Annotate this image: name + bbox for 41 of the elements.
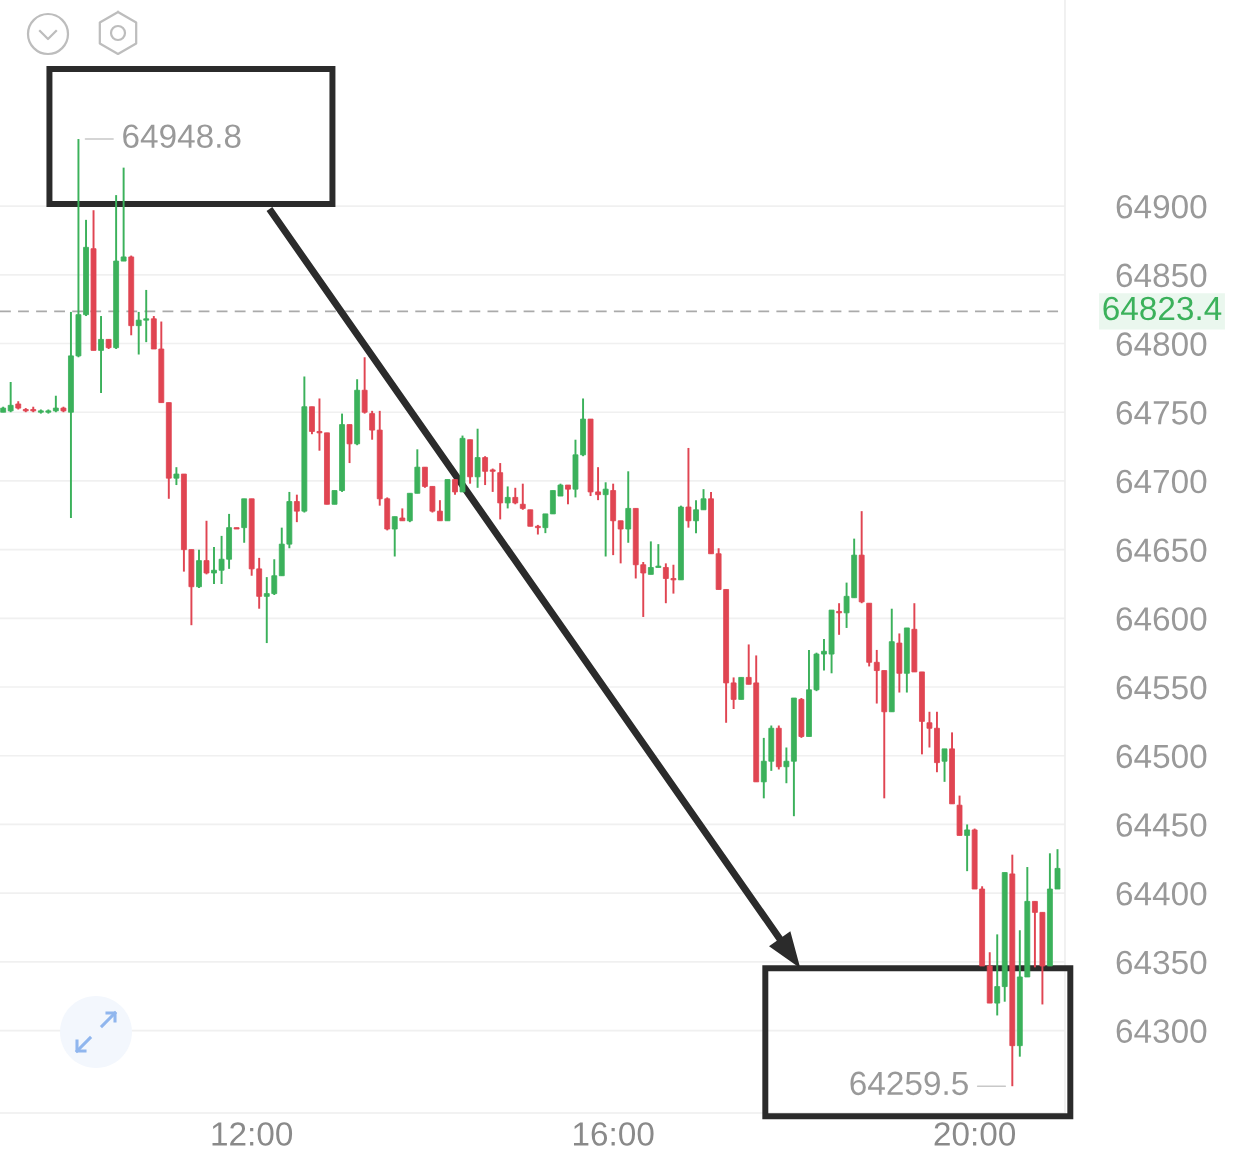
y-tick-label: 64600	[1116, 607, 1207, 631]
candlestick	[994, 933, 1001, 1017]
candlestick	[203, 519, 210, 576]
x-tick-label: 20:00	[934, 1122, 1016, 1146]
y-tick-label: 64850	[1116, 263, 1207, 288]
candlestick	[625, 470, 632, 544]
x-tick-label: 12:00	[212, 1122, 293, 1146]
candlestick	[98, 315, 104, 394]
candlestick	[964, 823, 971, 873]
candlestick	[617, 519, 624, 565]
candlestick	[369, 409, 376, 441]
candlestick	[482, 455, 488, 487]
y-tick-label: 64750	[1116, 401, 1207, 425]
y-tick-label: 64900	[1116, 194, 1207, 219]
candlestick	[293, 493, 300, 524]
y-tick-label: 64400	[1116, 881, 1207, 906]
y-tick-label: 64450	[1116, 813, 1207, 837]
y-tick-label: 64650	[1116, 538, 1207, 563]
y-tick-label: 64550	[1116, 675, 1207, 700]
candlestick	[519, 482, 526, 511]
candlestick	[391, 515, 398, 558]
x-tick-label: 16:00	[573, 1122, 654, 1146]
candlestick	[602, 481, 609, 558]
annotation: 64948.8	[123, 124, 241, 148]
y-tick-label: 64700	[1116, 469, 1207, 494]
candlestick	[565, 484, 571, 506]
candlestick	[685, 446, 692, 529]
candlestick	[941, 747, 948, 783]
y-tick-label: 64500	[1116, 744, 1207, 769]
ref-line-label: 64823.4	[1103, 296, 1222, 321]
y-tick-label: 64800	[1116, 332, 1207, 356]
candlestick	[346, 423, 353, 465]
candlestick	[7, 381, 14, 414]
candlestick	[738, 676, 745, 701]
y-tick-label: 64350	[1116, 950, 1207, 975]
y-tick-label: 64300	[1116, 1019, 1207, 1043]
candlestick	[504, 485, 511, 510]
candlestick	[836, 602, 842, 636]
candlestick	[361, 356, 368, 415]
annotation: 64259.5	[850, 1071, 968, 1096]
candlestick	[474, 427, 481, 489]
